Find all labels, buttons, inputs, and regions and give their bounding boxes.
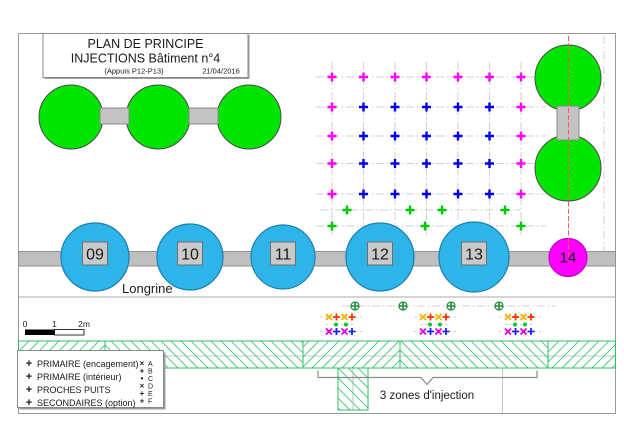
legend-code-symbol: + <box>140 367 145 376</box>
legend-code-symbol: • <box>141 374 144 383</box>
legend-code-symbol: + <box>140 397 145 406</box>
pier-plate <box>177 241 203 266</box>
strip-section-zone <box>399 340 549 369</box>
legend-item-symbol: + <box>26 384 32 396</box>
injection-clusters <box>320 312 541 336</box>
pier-plate <box>82 241 108 266</box>
pier-label-10: 10 <box>181 247 199 264</box>
legend-code-label: D <box>148 384 153 391</box>
pile-group-left <box>38 84 282 150</box>
pier-plate <box>367 241 393 266</box>
scale-tick-1: 1 <box>52 319 57 329</box>
scale-tick-2m: 2m <box>78 319 90 329</box>
pier-label-11: 11 <box>275 247 292 264</box>
legend-item-label: SECONDAIRES (option) <box>37 398 136 408</box>
hatched-column <box>337 367 369 411</box>
lower-structure: 3 zones d'injection <box>317 367 538 413</box>
pile-connector <box>99 107 130 125</box>
title-support-note: (Appuis P12-P13) <box>104 67 164 76</box>
scale-bar: 0 1 2m <box>23 319 90 336</box>
legend-item-symbol: + <box>26 371 32 383</box>
construction-grid-lines <box>316 36 605 307</box>
pier-plate <box>270 241 296 266</box>
scale-segment-black <box>25 329 55 335</box>
scale-segment-white <box>54 329 85 336</box>
longrine-label: Longrine <box>122 281 173 296</box>
legend-code-symbol: + <box>140 389 145 398</box>
title-box <box>42 33 249 78</box>
legend-item-symbol: + <box>26 397 32 409</box>
pile-circle <box>125 84 191 150</box>
strip-section-zone <box>302 340 401 369</box>
legend-code-label: C <box>148 376 153 383</box>
legend-item-label: PROCHES PUITS <box>37 385 111 395</box>
pier-plates: 09 10 11 12 13 14 <box>82 241 577 267</box>
scale-tick-0: 0 <box>23 319 28 329</box>
pier-label-13: 13 <box>465 247 483 264</box>
title-block: PLAN DE PRINCIPE INJECTIONS Bâtiment n°4… <box>42 33 250 79</box>
pier-plate <box>461 241 487 266</box>
zones-bracket <box>317 370 538 386</box>
legend-code-symbol: × <box>140 359 145 368</box>
title-line1: PLAN DE PRINCIPE <box>87 37 203 51</box>
legend-code-label: A <box>148 361 153 368</box>
title-line2: INJECTIONS Bâtiment n°4 <box>71 52 221 66</box>
pier-label-09: 09 <box>86 247 104 264</box>
legend-code-label: B <box>148 369 153 376</box>
pier-label-12: 12 <box>371 247 389 264</box>
strip-section <box>547 340 616 369</box>
pier-label-14: 14 <box>560 250 577 267</box>
legend: + PRIMAIRE (encagement) + PRIMAIRE (inté… <box>17 350 166 410</box>
title-date: 21/04/2016 <box>202 67 240 76</box>
legend-box <box>17 350 164 408</box>
legend-code-label: E <box>148 391 153 398</box>
legend-code-label: F <box>148 399 152 406</box>
zones-label: 3 zones d'injection <box>380 390 474 402</box>
legend-code-symbol: × <box>140 382 145 391</box>
pile-circle <box>216 84 282 150</box>
legend-item-label: PRIMAIRE (intérieur) <box>37 372 122 382</box>
pile-circle <box>38 84 104 150</box>
legend-item-symbol: + <box>26 358 32 370</box>
pile-connector <box>188 107 219 125</box>
legend-item-label: PRIMAIRE (encagement) <box>37 359 139 369</box>
